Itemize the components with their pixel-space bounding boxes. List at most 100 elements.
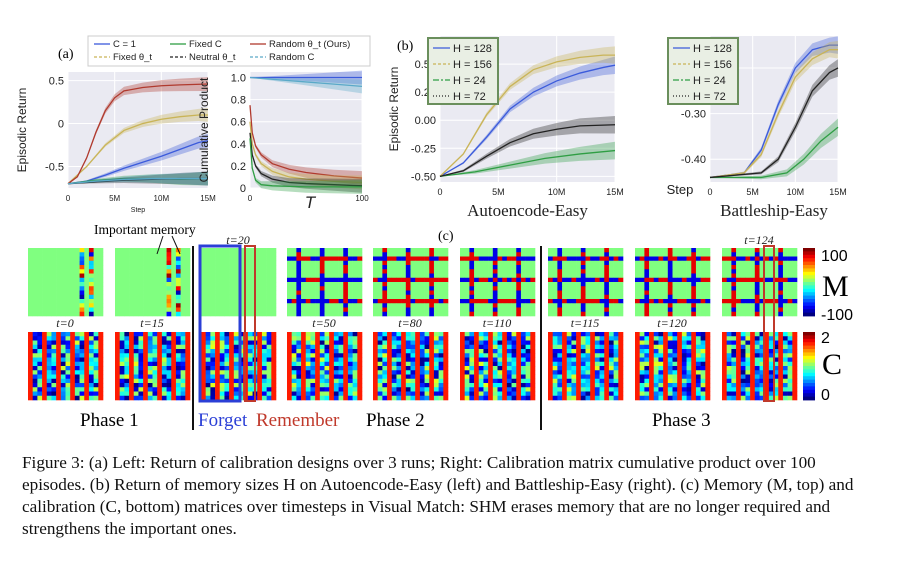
- heat-cell: [210, 378, 216, 384]
- heat-cell: [700, 269, 706, 274]
- heat-cell: [296, 383, 302, 388]
- heat-cell: [171, 282, 177, 287]
- heat-cell: [700, 353, 706, 358]
- heat-cell: [133, 395, 139, 401]
- heat-cell: [180, 361, 186, 367]
- heat-cell: [469, 391, 475, 397]
- x-tick-label: 15M: [200, 194, 216, 203]
- heat-cell: [681, 282, 687, 287]
- heat-cell: [88, 269, 94, 274]
- heat-cell: [750, 282, 756, 287]
- heat-cell: [401, 299, 407, 304]
- heat-cell: [343, 374, 349, 380]
- heat-cell: [667, 357, 673, 363]
- heat-cell: [438, 336, 444, 341]
- heat-cell: [502, 395, 508, 401]
- heat-cell: [28, 336, 33, 341]
- heat-cell: [210, 344, 216, 350]
- heat-cell: [352, 353, 358, 358]
- heat-cell: [460, 248, 465, 253]
- heat-cell: [778, 282, 784, 287]
- heat-cell: [210, 391, 216, 397]
- heat-cell: [315, 357, 321, 363]
- heat-cell: [333, 349, 339, 354]
- heat-cell: [42, 290, 48, 296]
- heat-cell: [357, 307, 363, 313]
- heat-cell: [310, 303, 316, 308]
- heat-cell: [502, 290, 508, 296]
- phase-3-label: Phase 3: [652, 410, 711, 431]
- heat-cell: [219, 353, 225, 358]
- heat-cell: [205, 374, 211, 380]
- heat-cell: [88, 336, 94, 341]
- heat-cell: [782, 290, 788, 296]
- heat-cell: [415, 353, 421, 358]
- heat-cell: [740, 361, 746, 367]
- x-tick-label: 100: [355, 194, 369, 203]
- heat-cell: [557, 294, 563, 300]
- heat-cell: [28, 290, 33, 296]
- heat-cell: [152, 286, 158, 291]
- heat-cell: [175, 303, 181, 308]
- heat-cell: [333, 353, 339, 358]
- heat-cell: [644, 282, 650, 287]
- heat-cell: [464, 260, 470, 266]
- x-axis-label: T: [305, 193, 317, 212]
- heat-cell: [51, 303, 57, 308]
- heat-cell: [88, 256, 94, 262]
- heat-cell: [28, 357, 33, 363]
- plot-area: [68, 72, 208, 188]
- heat-cell: [287, 307, 292, 313]
- heat-cell: [525, 311, 531, 317]
- colorbar-step: [803, 345, 815, 350]
- heat-cell: [175, 370, 181, 375]
- heat-cell: [84, 383, 90, 388]
- heat-cell: [681, 265, 687, 270]
- heat-cell: [310, 252, 316, 257]
- heat-cell: [516, 332, 522, 337]
- heat-cell: [566, 311, 572, 317]
- heat-cell: [497, 332, 503, 337]
- heat-cell: [580, 336, 586, 341]
- heat-cell: [161, 290, 167, 296]
- memory-matrix-M-8: [722, 248, 798, 317]
- heat-cell: [152, 361, 158, 367]
- heat-cell: [60, 248, 66, 253]
- heat-cell: [731, 256, 737, 262]
- heat-cell: [649, 303, 655, 308]
- heat-cell: [415, 248, 421, 253]
- heat-cell: [764, 265, 770, 270]
- heat-cell: [773, 265, 779, 270]
- heat-cell: [84, 340, 90, 346]
- heat-cell: [357, 374, 363, 380]
- colorbar-C: [803, 332, 815, 401]
- heat-cell: [478, 307, 484, 313]
- heat-cell: [639, 303, 645, 308]
- heat-cell: [566, 299, 572, 304]
- heat-cell: [271, 370, 277, 375]
- heat-cell: [124, 273, 130, 279]
- heat-cell: [287, 336, 292, 341]
- heat-cell: [373, 366, 378, 371]
- heat-cell: [759, 370, 765, 375]
- heat-cell: [571, 273, 577, 279]
- heat-cell: [329, 273, 335, 279]
- heat-cell: [566, 260, 572, 266]
- heat-cell: [410, 252, 416, 257]
- heat-cell: [525, 370, 531, 375]
- heat-cell: [401, 248, 407, 253]
- heat-cell: [391, 361, 397, 367]
- heat-cell: [377, 307, 383, 313]
- heat-cell: [175, 357, 181, 363]
- heat-cell: [219, 378, 225, 384]
- heat-cell: [324, 265, 330, 270]
- heat-cell: [51, 374, 57, 380]
- heat-cell: [301, 378, 307, 384]
- heat-cell: [653, 248, 659, 253]
- heat-cell: [745, 265, 751, 270]
- heat-cell: [180, 378, 186, 384]
- heat-cell: [143, 361, 149, 367]
- heat-cell: [301, 357, 307, 363]
- x-tick-label: 10M: [154, 194, 170, 203]
- heat-cell: [419, 269, 425, 274]
